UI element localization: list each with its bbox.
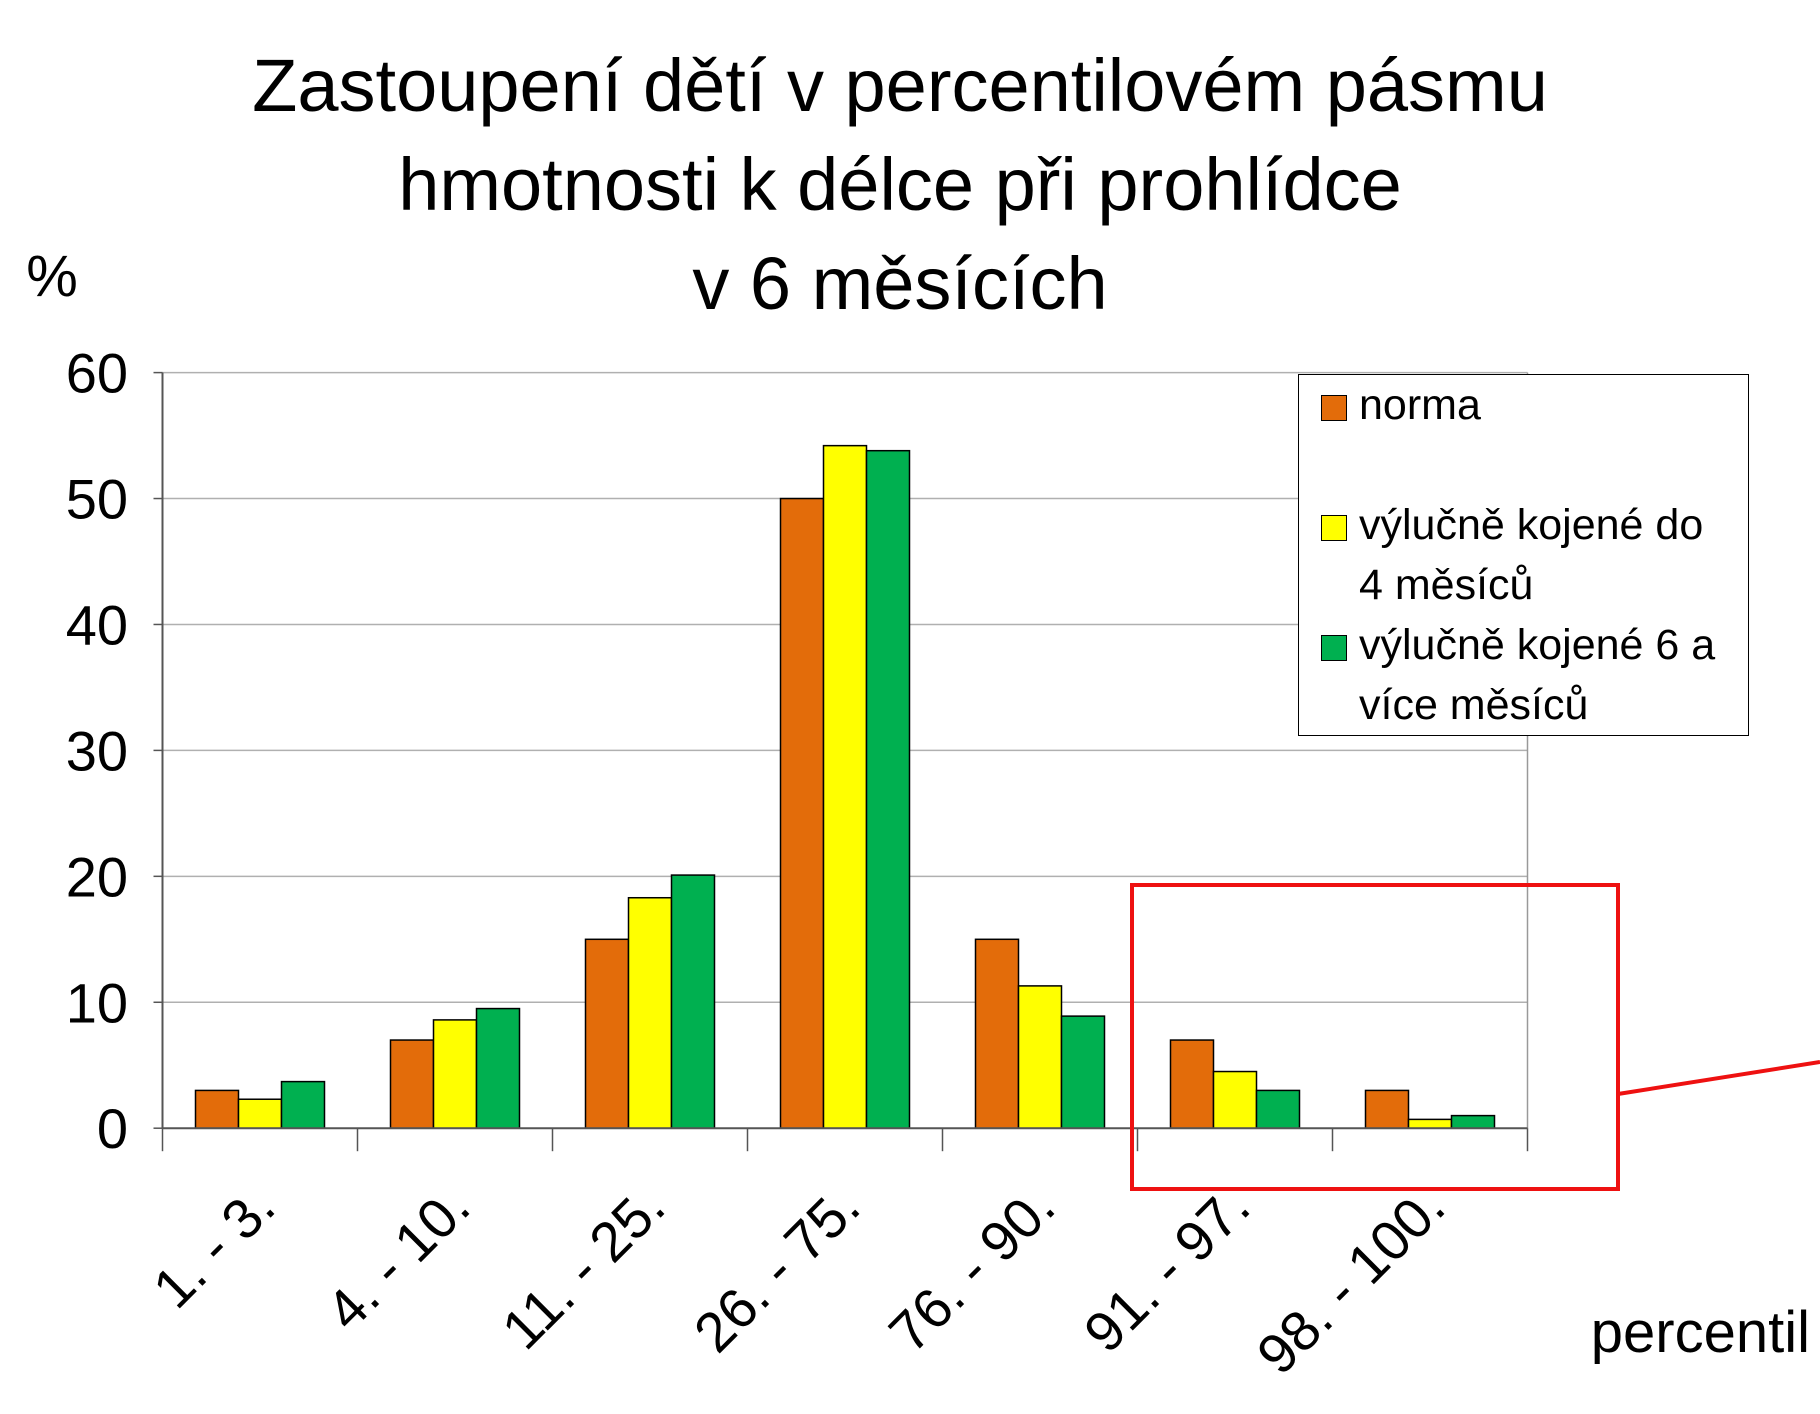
legend-swatch <box>1321 395 1347 421</box>
x-tick-label: 1. - 3. <box>141 1174 287 1320</box>
bar <box>670 874 716 1129</box>
bar <box>584 938 630 1129</box>
bar <box>865 449 911 1129</box>
y-tick-label: 60 <box>66 342 128 405</box>
chart-title: Zastoupení dětí v percentilovém pásmu hmo… <box>0 36 1800 333</box>
bar <box>280 1080 326 1129</box>
x-axis-label: percentil <box>1591 1300 1810 1365</box>
bar <box>779 497 825 1129</box>
bar <box>822 444 868 1129</box>
legend-label: norma <box>1359 381 1481 429</box>
bar <box>1060 1015 1106 1129</box>
legend-label: výlučně kojené 6 a více měsíců <box>1359 621 1716 729</box>
x-tick-label: 76. - 90. <box>877 1174 1067 1364</box>
legend-swatch <box>1321 635 1347 661</box>
bar <box>389 1039 435 1129</box>
x-tick-label: 91. - 97. <box>1072 1174 1262 1364</box>
bar <box>1017 985 1063 1129</box>
highlight-pointer <box>1617 1060 1820 1096</box>
bar <box>1407 1118 1453 1129</box>
bar <box>194 1089 240 1129</box>
bar <box>237 1098 283 1129</box>
y-tick-label: 30 <box>66 719 128 782</box>
bar <box>432 1019 478 1129</box>
y-tick-label: 50 <box>66 468 128 531</box>
bar <box>974 938 1020 1129</box>
bar <box>475 1007 521 1129</box>
x-tick-label: 26. - 75. <box>682 1174 872 1364</box>
y-tick-label: 10 <box>66 971 128 1034</box>
title-line: v 6 měsících <box>692 242 1108 325</box>
x-tick-label: 11. - 25. <box>490 1174 677 1361</box>
bar <box>627 896 673 1129</box>
legend: norma výlučně kojené do 4 měsíců výlučně k… <box>1298 374 1749 736</box>
title-line: hmotnosti k délce při prohlídce <box>398 143 1402 226</box>
bar <box>1364 1089 1410 1129</box>
y-tick-label: 20 <box>66 845 128 908</box>
bar <box>1212 1070 1258 1129</box>
highlight-box <box>1130 883 1620 1191</box>
bar <box>1169 1039 1215 1129</box>
bar <box>1255 1089 1301 1129</box>
y-tick-label: 0 <box>97 1097 128 1160</box>
x-tick-label: 98. - 100. <box>1245 1174 1457 1386</box>
title-line: Zastoupení dětí v percentilovém pásmu <box>252 44 1548 127</box>
x-tick-label: 4. - 10. <box>314 1174 482 1342</box>
y-tick-label: 40 <box>66 593 128 656</box>
y-axis-label: % <box>26 244 78 309</box>
legend-label: výlučně kojené do 4 měsíců <box>1359 501 1704 609</box>
legend-swatch <box>1321 515 1347 541</box>
bar <box>1450 1114 1496 1129</box>
